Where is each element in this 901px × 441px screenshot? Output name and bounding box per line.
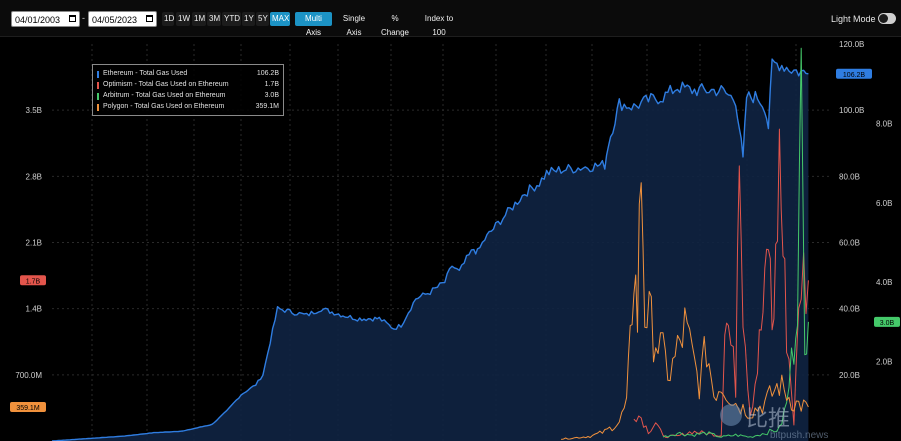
start-date-value: 04/01/2003 [15,15,61,25]
end-date-input[interactable]: 04/05/2023 [88,11,157,27]
legend-label: Arbitrum - Total Gas Used on Ethereum [103,92,226,99]
calendar-icon[interactable] [69,15,76,22]
left-axis-tick-label: 2.8B [26,172,42,181]
series-badge [10,401,46,412]
left-axis: 700.0M 1.4B 2.1B 2.8B 3.5B [15,106,42,380]
range-button-1d[interactable]: 1D [162,12,174,26]
left-axis-tick-label: 2.1B [26,239,42,248]
right-outer-tick-label: 60.0B [839,239,860,248]
series-line-3 [561,182,809,440]
date-separator: - [82,13,85,23]
light-mode-toggle[interactable] [878,13,896,24]
multi-axis-button[interactable]: Multi Axis [295,12,332,37]
toggle-knob [879,14,888,23]
series-badges: 106.2B 1.7B 3.0B 359.1M [10,68,900,412]
calendar-icon[interactable] [146,15,153,22]
series-badge-label: 1.7B [26,278,41,285]
legend-value: 3.0B [264,92,279,99]
toolbar: 04/01/2003 - 04/05/2023 1D 1W 1M 3M YTD … [0,0,901,37]
left-axis-tick-label: 3.5B [26,106,42,115]
series-layer [51,47,809,441]
ethereum-area [52,59,809,441]
series-line-0 [51,58,809,441]
series-badge-label: 359.1M [16,405,40,412]
legend-value: 106.2B [256,70,279,77]
light-mode-label: Light Mode [831,14,876,24]
index-to-100-button[interactable]: Index to 100 [424,14,454,37]
range-button-max[interactable]: MAX [270,12,290,26]
right-axis-inner: 2.0B 4.0B 6.0B 8.0B [876,119,892,366]
range-button-5y[interactable]: 5Y [256,12,269,26]
end-date-value: 04/05/2023 [92,15,138,25]
series-line-2 [662,47,809,438]
legend-item-optimism[interactable]: Optimism - Total Gas Used on Ethereum 1.… [97,80,279,90]
right-outer-tick-label: 80.0B [839,172,860,181]
series-line-1 [633,128,809,439]
series-badge [20,275,46,286]
right-outer-tick-label: 20.0B [839,371,860,380]
legend-swatch [97,93,99,100]
right-outer-tick-label: 120.0B [839,40,864,49]
right-inner-tick-label: 4.0B [876,278,892,287]
range-button-1w[interactable]: 1W [176,12,190,26]
right-outer-tick-label: 100.0B [839,106,864,115]
range-button-3m[interactable]: 3M [207,12,221,26]
left-axis-tick-label: 1.4B [26,305,42,314]
series-badge-label: 3.0B [880,320,895,327]
right-axis-outer: 20.0B 40.0B 60.0B 80.0B 100.0B 120.0B [839,40,864,380]
right-outer-tick-label: 40.0B [839,305,860,314]
right-inner-tick-label: 2.0B [876,358,892,367]
legend-value: 359.1M [255,103,279,110]
percent-change-button[interactable]: % Change [380,14,410,37]
legend-label: Polygon - Total Gas Used on Ethereum [103,103,225,110]
chart-legend: Ethereum - Total Gas Used 106.2B Optimis… [92,64,284,116]
legend-swatch [97,104,99,111]
watermark: 比推 bitpush.news [718,400,838,441]
series-badge [836,68,872,79]
legend-item-ethereum[interactable]: Ethereum - Total Gas Used 106.2B [97,69,279,79]
legend-item-arbitrum[interactable]: Arbitrum - Total Gas Used on Ethereum 3.… [97,91,279,101]
watermark-text: 比推 [746,407,791,432]
range-button-ytd[interactable]: YTD [222,12,241,26]
legend-item-polygon[interactable]: Polygon - Total Gas Used on Ethereum 359… [97,102,279,112]
watermark-url: bitpush.news [770,430,829,441]
legend-swatch [97,82,99,89]
range-button-1m[interactable]: 1M [192,12,206,26]
right-inner-tick-label: 6.0B [876,199,892,208]
legend-value: 1.7B [264,81,279,88]
left-axis-tick-label: 700.0M [15,371,42,380]
start-date-input[interactable]: 04/01/2003 [11,11,80,27]
series-badge-label: 106.2B [843,72,866,79]
series-badge [874,316,900,327]
legend-swatch [97,71,99,78]
gas-used-chart[interactable]: 700.0M 1.4B 2.1B 2.8B 3.5B 20.0B 40.0B 60.0B 80… [0,36,901,441]
legend-label: Ethereum - Total Gas Used [103,70,188,77]
range-button-1y[interactable]: 1Y [242,12,255,26]
legend-label: Optimism - Total Gas Used on Ethereum [103,81,229,88]
right-inner-tick-label: 8.0B [876,119,892,128]
watermark-logo-icon [720,404,742,426]
single-axis-button[interactable]: Single Axis [342,14,366,37]
